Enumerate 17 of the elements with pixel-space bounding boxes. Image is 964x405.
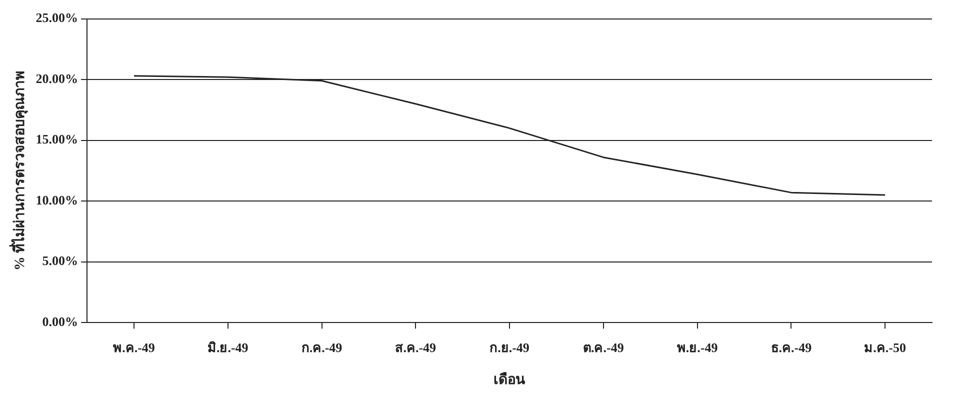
x-tick-label: ก.ค.-49 [301, 340, 343, 355]
x-axis-title: เดือน [494, 372, 526, 388]
y-axis-title: % ที่ไม่ผ่านการตรวจสอบคุณภาพ [9, 70, 28, 270]
x-tick-label: พ.ค.-49 [113, 340, 156, 355]
y-tick-label: 25.00% [36, 10, 78, 26]
x-tick-label: ก.ย.-49 [490, 340, 530, 355]
x-tick-label: ธ.ค.-49 [770, 340, 812, 355]
x-tick-label: ส.ค.-49 [395, 340, 437, 355]
x-tick-label: ต.ค.-49 [582, 340, 624, 355]
x-tick-label: พ.ย.-49 [676, 340, 718, 355]
y-tick-label: 20.00% [36, 70, 78, 86]
y-tick-label: 5.00% [42, 253, 78, 268]
x-tick-label: มิ.ย.-49 [207, 340, 249, 355]
y-tick-label: 0.00% [42, 314, 78, 329]
x-tick-label: ม.ค.-50 [864, 340, 906, 355]
y-tick-label: 10.00% [36, 192, 78, 208]
y-tick-label: 15.00% [36, 132, 78, 147]
